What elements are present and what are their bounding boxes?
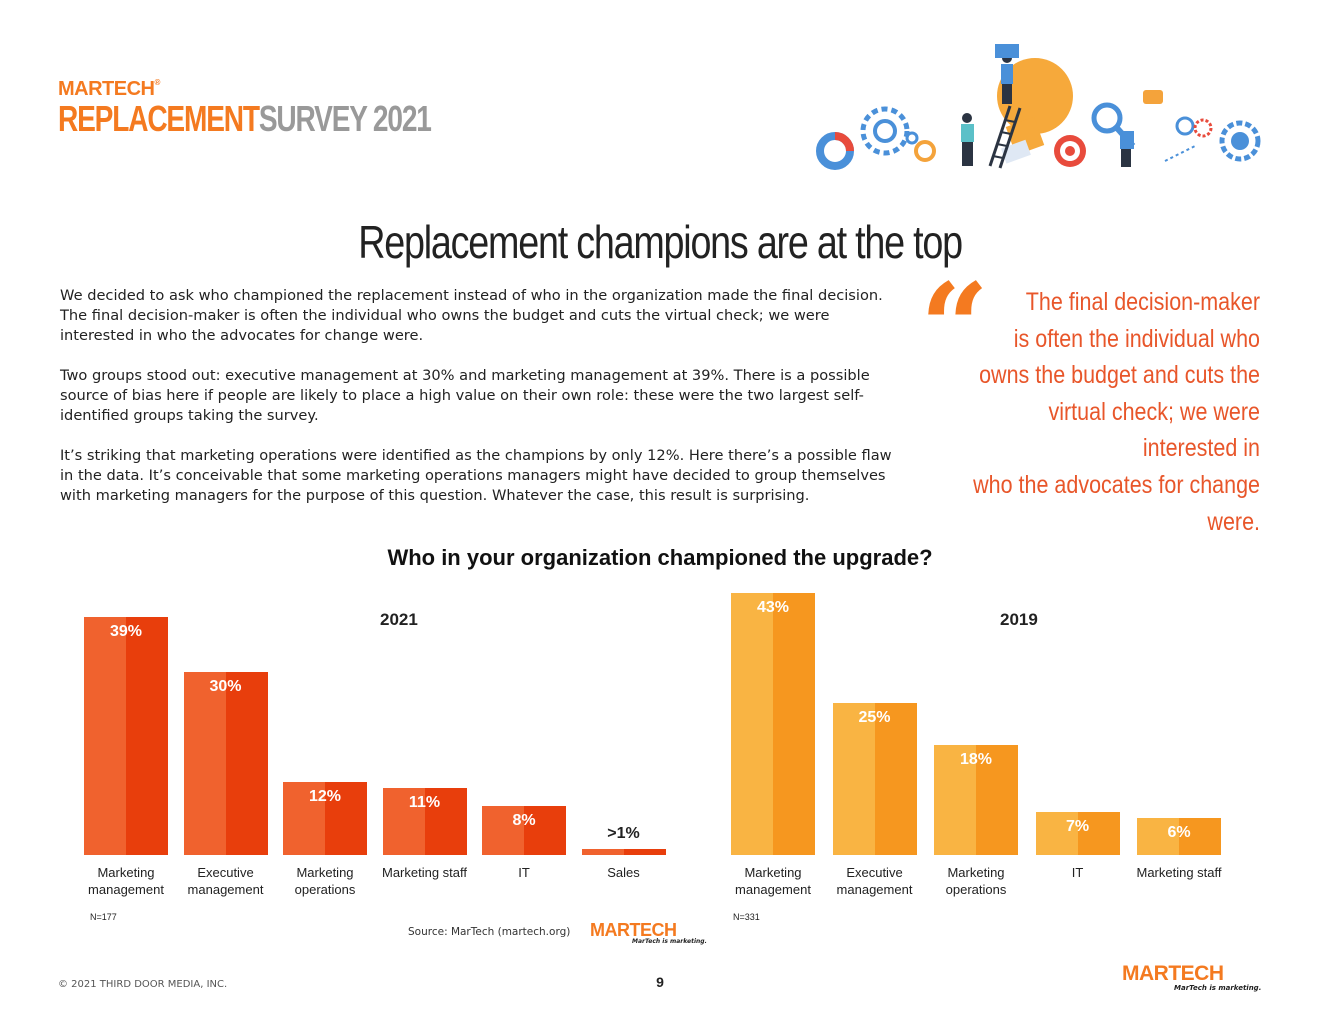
bar-2	[832, 702, 917, 855]
brand-big-gray: SURVEY 2021	[258, 98, 432, 139]
chart-2021-year: 2021	[380, 610, 418, 629]
copyright: © 2021 THIRD DOOR MEDIA, INC.	[58, 979, 228, 990]
value-label: 7%	[1065, 818, 1090, 836]
bar-3	[283, 781, 367, 855]
bar-6	[581, 848, 666, 855]
value-label: 6%	[1167, 824, 1191, 842]
value-label: 39%	[109, 623, 143, 641]
bar-4	[1035, 812, 1120, 855]
category-label: Marketing operations	[945, 865, 1007, 897]
category-label: Marketing staff	[381, 865, 468, 880]
category-label: IT	[1071, 865, 1084, 880]
value-label: 8%	[512, 812, 536, 830]
martech-logo-footer: MARTECH	[1122, 962, 1224, 985]
body-text: We decided to ask who championed the rep…	[60, 286, 905, 526]
chart-2021-n: N=177	[90, 912, 117, 922]
chart-2019-year: 2019	[1000, 610, 1038, 629]
gear-icon	[860, 106, 910, 156]
chat-bubble-icon	[1143, 90, 1163, 104]
page-number: 9	[656, 974, 664, 990]
value-label: 18%	[959, 751, 993, 769]
bar-5	[1137, 818, 1221, 855]
chart-title: Who in your organization championed the …	[387, 545, 933, 570]
paragraph: Two groups stood out: executive manageme…	[60, 367, 870, 424]
value-label: 11%	[408, 793, 441, 811]
paragraph: It’s striking that marketing operations …	[60, 447, 892, 504]
value-label: 12%	[308, 787, 342, 805]
brand-big-orange: REPLACEMENT	[58, 98, 260, 139]
value-label: 25%	[858, 708, 891, 726]
bar-5	[482, 806, 566, 855]
brand-small-text: MARTECH	[58, 78, 155, 100]
value-label: 43%	[756, 599, 790, 616]
category-label: Marketing operations	[294, 865, 356, 897]
bar-3	[934, 745, 1018, 855]
chart-2019-n: N=331	[733, 912, 760, 922]
category-label: Marketing staff	[1136, 865, 1222, 880]
pull-quote: The final decision-maker is often the in…	[973, 288, 1260, 536]
quote-mark-icon: “	[920, 257, 990, 398]
category-label: Sales	[607, 865, 640, 880]
value-label: >1%	[607, 824, 640, 842]
bar-2	[183, 672, 268, 855]
category-label: Marketing management	[88, 865, 164, 897]
cloud-gear-icon	[1219, 120, 1261, 162]
paragraph: We decided to ask who championed the rep…	[60, 287, 883, 344]
category-label: Marketing management	[735, 865, 811, 897]
martech-logo-small: MARTECH®	[58, 78, 160, 100]
tagline-mid: MarTech is marketing.	[632, 938, 707, 945]
bar-1	[84, 617, 168, 855]
magnifier-icon	[1091, 102, 1123, 134]
survey-title-logo: REPLACEMENTSURVEY 2021	[58, 98, 432, 140]
category-label: Executive management	[836, 865, 913, 897]
source-note: Source: MarTech (martech.org)	[408, 926, 571, 938]
bar-1	[731, 593, 815, 855]
people-ladder-lightbulb-illustration	[816, 44, 1261, 170]
value-label: 30%	[209, 678, 242, 696]
bar-4	[382, 787, 467, 855]
category-label: IT	[518, 865, 530, 880]
page-title: Replacement champions are at the top	[358, 216, 963, 268]
lightbulb-icon	[997, 58, 1073, 134]
category-label: Executive management	[187, 865, 264, 897]
martech-logo-mid: MARTECH	[590, 920, 677, 940]
tagline-footer: MarTech is marketing.	[1174, 984, 1262, 992]
